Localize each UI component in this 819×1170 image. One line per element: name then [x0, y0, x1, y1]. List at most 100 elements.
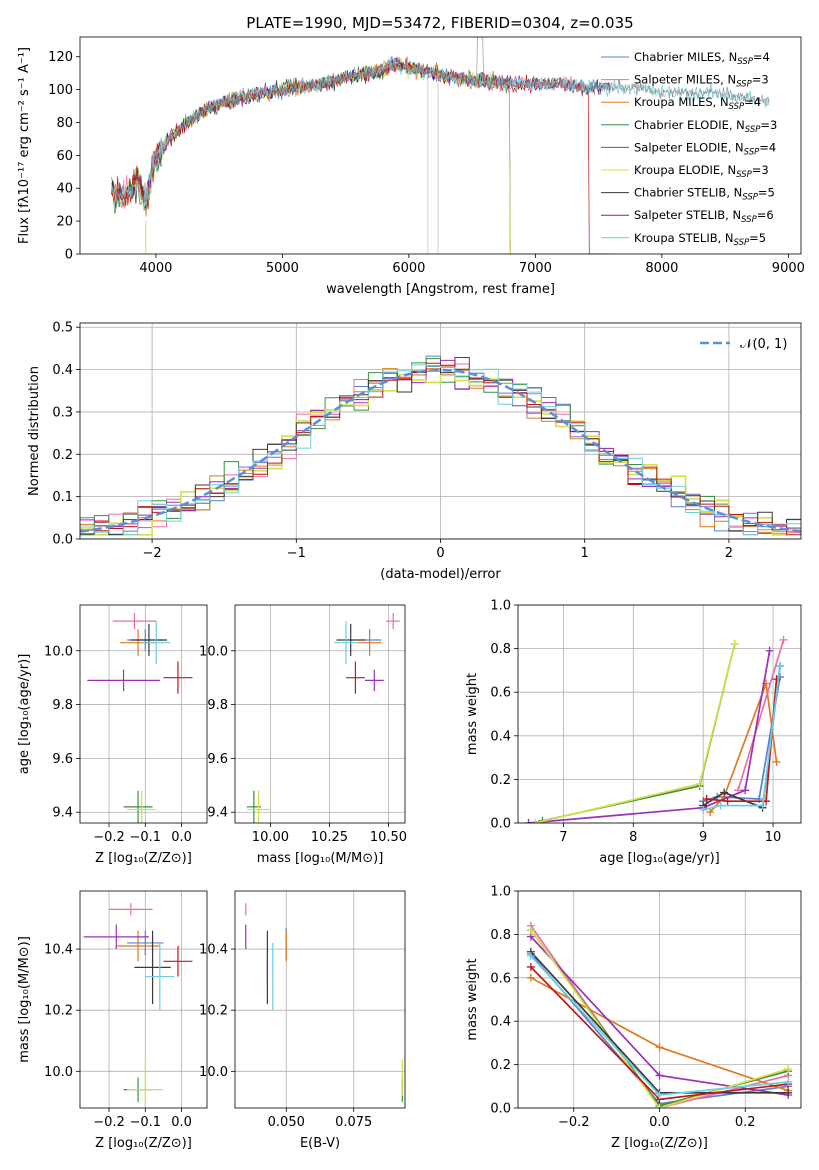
mass-weight-line: [542, 643, 736, 822]
x-tick-label: 10: [765, 830, 782, 845]
y-axis-label: Normed distribution: [27, 366, 42, 496]
x-axis-label: (data-model)/error: [380, 567, 501, 582]
legend-entry: Chabrier MILES, NSSP=4: [634, 50, 770, 67]
legend-entry: Salpeter MILES, NSSP=3: [634, 73, 769, 90]
observed-spectrum-line: [111, 37, 770, 204]
mass-weight-marker: [772, 757, 781, 766]
y-tick-label: 0.8: [490, 928, 511, 943]
panel-mass-weight-vs-age: 7 8 9 10 0.0 0.2 0.4 0.6 0.8 1.0 age [log₁₀(age/yr…: [465, 599, 802, 866]
legend-subscript: SSP: [736, 80, 752, 90]
y-tick-label: 40: [56, 182, 73, 197]
x-axis-label: age [log₁₀(age/yr)]: [599, 851, 720, 866]
y-tick-label: 120: [48, 50, 73, 65]
plot-area: [80, 355, 801, 536]
x-tick-label: −1: [287, 546, 306, 561]
mass-weight-marker: [702, 795, 711, 804]
x-tick-label: 10.50: [370, 830, 407, 845]
legend-text: Kroupa ELODIE, N: [634, 163, 736, 177]
plot-area: [87, 613, 193, 823]
x-tick-label: 10.00: [252, 830, 289, 845]
mass-weight-marker: [526, 973, 535, 982]
y-tick-label: 0: [65, 248, 73, 263]
mass-weight-marker: [524, 819, 533, 823]
plot-area: [111, 37, 770, 254]
y-tick-label: 9.6: [207, 752, 228, 767]
legend-text: Kroupa STELIB, N: [634, 231, 734, 245]
panel-spectrum: 4000 5000 6000 7000 8000 9000 0 20 40 60 80 100 120 w…: [17, 36, 805, 297]
x-tick-label: 6000: [392, 261, 425, 276]
x-tick-label: 0.075: [335, 1115, 372, 1130]
y-tick-label: 0.2: [490, 773, 511, 788]
plot-area: [526, 921, 793, 1108]
x-tick-label: −0.2: [93, 830, 125, 845]
mass-weight-marker: [720, 788, 729, 797]
legend-text: Salpeter MILES, N: [634, 73, 736, 87]
legend-text: Chabrier MILES, N: [634, 50, 737, 64]
mass-weight-marker: [531, 819, 540, 823]
legend-text: =4: [753, 50, 770, 64]
y-tick-label: 0.8: [490, 642, 511, 657]
x-tick-label: 4000: [139, 261, 172, 276]
residual-histogram: [80, 366, 801, 536]
y-tick-label: 0.3: [52, 405, 73, 420]
y-tick-label: 0.2: [490, 1058, 511, 1073]
legend-text: =4: [759, 140, 776, 154]
x-tick-label: 0.0: [171, 830, 192, 845]
mass-weight-line: [535, 643, 736, 823]
x-tick-label: −0.2: [93, 1115, 125, 1130]
y-tick-label: 9.8: [52, 698, 73, 713]
y-tick-label: 0.4: [490, 1015, 511, 1030]
y-tick-label: 10.0: [44, 644, 73, 659]
mass-weight-marker: [741, 786, 750, 795]
legend-text: Salpeter ELODIE, N: [634, 140, 744, 154]
panel-age-vs-mass: 10.00 10.25 10.50 9.4 9.6 9.8 10.0 mass [log₁₀(…: [199, 604, 407, 866]
y-tick-label: 100: [48, 83, 73, 98]
x-axis-label: wavelength [Angstrom, rest frame]: [326, 282, 555, 297]
y-tick-label: 1.0: [490, 885, 511, 900]
mass-weight-marker: [655, 1104, 664, 1108]
residual-histogram: [80, 357, 801, 536]
legend-text: Salpeter STELIB, N: [634, 208, 741, 222]
residual-histogram: [80, 364, 801, 536]
legend-subscript: SSP: [744, 147, 760, 157]
y-tick-label: 10.0: [199, 644, 228, 659]
mass-weight-line: [528, 650, 771, 823]
y-tick-label: 9.4: [207, 806, 228, 821]
x-axis-label: Z [log₁₀(Z/Z⊙)]: [95, 1136, 192, 1151]
legend-text: =3: [752, 163, 769, 177]
legend-subscript: SSP: [729, 102, 745, 112]
x-tick-label: 10.25: [311, 830, 348, 845]
axes-frame: [234, 890, 406, 1109]
y-tick-label: 0.6: [490, 971, 511, 986]
x-tick-label: 0.2: [735, 1115, 756, 1130]
plot-area: [83, 903, 193, 1108]
y-tick-label: 0.5: [52, 321, 73, 336]
mass-weight-marker: [655, 1090, 664, 1099]
x-axis-label: E(B-V): [300, 1136, 340, 1151]
legend-text: =5: [758, 186, 775, 200]
mass-weight-marker: [784, 1077, 793, 1086]
mass-weight-marker: [655, 1043, 664, 1052]
x-tick-label: 0.0: [171, 1115, 192, 1130]
legend-subscript: SSP: [737, 57, 753, 67]
mass-weight-marker: [706, 808, 715, 817]
axes-frame: [79, 604, 208, 824]
y-tick-label: 10.4: [44, 943, 73, 958]
x-tick-label: −2: [143, 546, 162, 561]
x-tick-label: 0: [436, 546, 444, 561]
y-tick-label: 0.0: [52, 533, 73, 548]
legend-text: =4: [744, 95, 761, 109]
axes-frame: [79, 36, 802, 255]
x-tick-label: 0.050: [268, 1115, 305, 1130]
y-tick-label: 10.2: [199, 1004, 228, 1019]
legend-subscript: SSP: [742, 193, 758, 203]
mass-weight-line: [737, 639, 785, 791]
y-axis-label: mass [log₁₀(M/M⊙)]: [17, 936, 32, 1063]
y-tick-label: 9.8: [207, 698, 228, 713]
y-axis-label: Flux [fλ10⁻¹⁷ erg cm⁻² s⁻¹ A⁻¹]: [17, 47, 32, 244]
y-tick-label: 0.0: [490, 1102, 511, 1117]
mass-weight-marker: [776, 662, 785, 671]
legend-text: =3: [752, 73, 769, 87]
